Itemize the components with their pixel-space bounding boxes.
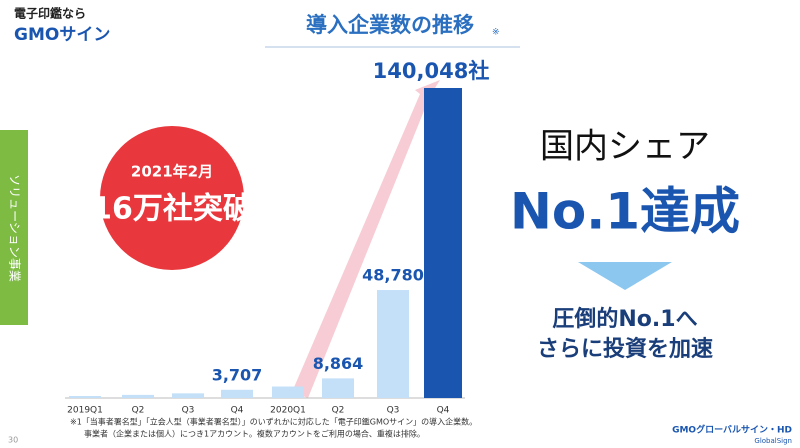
- x-tick-label: 2019Q1: [67, 406, 103, 416]
- bar: [221, 389, 253, 398]
- badge-circle: [100, 126, 244, 270]
- x-tick-label: Q2: [332, 406, 345, 416]
- x-tick-label: 2020Q1: [270, 406, 306, 416]
- bar: [424, 88, 462, 398]
- x-tick-label: Q3: [182, 406, 195, 416]
- message-line2: No.1達成: [510, 183, 740, 241]
- value-label: 48,780: [362, 266, 424, 285]
- footnote: ※1「当事者署名型」「立会人型（事業者署名型）」のいずれかに対応した「電子印鑑G…: [70, 417, 477, 427]
- bar: [377, 290, 409, 398]
- down-arrow: [578, 262, 672, 290]
- growth-arrow: [292, 80, 440, 398]
- bar: [322, 378, 354, 398]
- value-label: 140,048社: [373, 59, 490, 83]
- side-tab-text: ソリューション事業: [8, 174, 22, 282]
- footer-brand: GlobalSign: [754, 437, 792, 445]
- x-tick-label: Q4: [231, 406, 244, 416]
- x-tick-label: Q3: [387, 406, 400, 416]
- bar: [272, 386, 304, 398]
- footnote: 事業者（企業または個人）につき1アカウント。複数アカウントをご利用の場合、重複は…: [84, 429, 425, 439]
- title-note: ※: [492, 28, 500, 38]
- side-tab: [0, 130, 28, 325]
- bar: [172, 393, 204, 398]
- logo: GMOサイン: [14, 25, 110, 45]
- footer-company: GMOグローバルサイン・HD: [672, 424, 792, 436]
- message-line1: 国内シェア: [540, 127, 710, 167]
- message-line3: 圧倒的No.1へ: [552, 306, 697, 332]
- badge-date: 2021年2月: [131, 163, 213, 181]
- tagline: 電子印鑑なら: [14, 6, 86, 21]
- message-line4: さらに投資を加速: [537, 336, 713, 362]
- chart-title: 導入企業数の推移: [306, 13, 474, 37]
- x-tick-label: Q4: [437, 406, 450, 416]
- value-label: 3,707: [212, 365, 263, 384]
- badge-headline: 16万社突破: [91, 192, 253, 227]
- x-tick-label: Q2: [132, 406, 145, 416]
- page-number: 30: [8, 436, 18, 445]
- bar: [69, 396, 101, 398]
- value-label: 8,864: [313, 354, 364, 373]
- bar: [122, 394, 154, 398]
